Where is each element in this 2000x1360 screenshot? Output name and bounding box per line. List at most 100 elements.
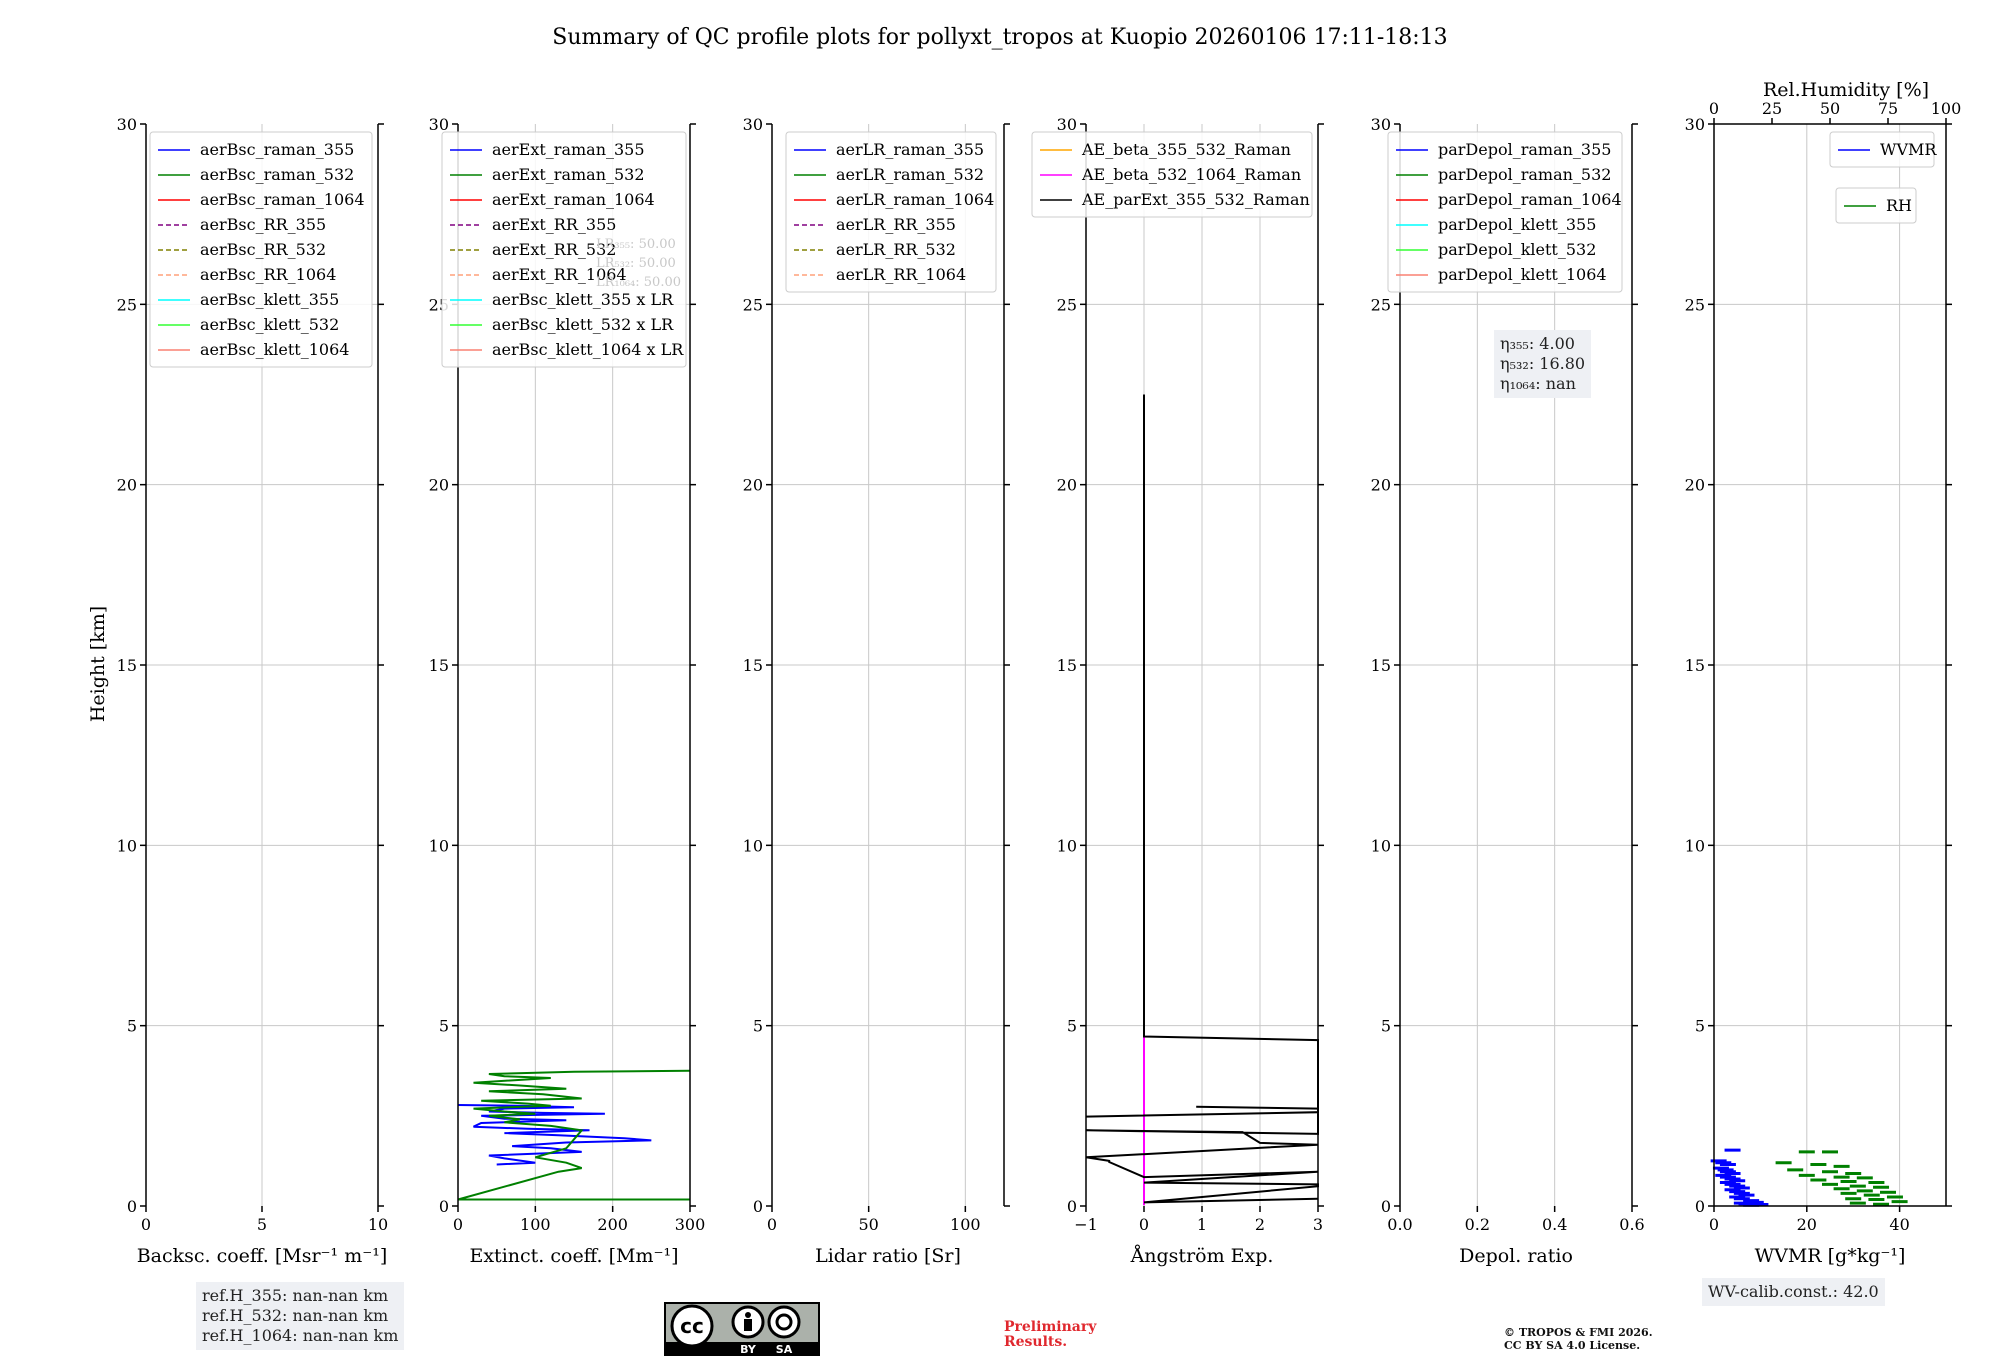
panel-bsc: 0 5 10 15 20 25 30 0 5 10 Backsc. coeff. [Msr⁻¹ m⁻… — [117, 115, 389, 1267]
reference-height-box: ref.H_355: nan-nan km ref.H_532: nan-nan… — [196, 1282, 405, 1350]
x-tick-label: 20 — [1797, 1215, 1817, 1234]
legend-label: aerLR_RR_355 — [836, 215, 956, 234]
y-tick-label: 10 — [429, 836, 449, 855]
series-aerExt_raman_532 — [457, 1069, 691, 1201]
legend-label: parDepol_klett_532 — [1438, 240, 1596, 259]
legend-label: aerLR_raman_532 — [836, 165, 984, 184]
figure-title: Summary of QC profile plots for pollyxt_… — [552, 25, 1447, 50]
x-axis-label-lr: Lidar ratio [Sr] — [815, 1245, 961, 1267]
lr-note: LR₃₅₅: 50.00 — [596, 237, 676, 252]
x-tick-label: 2 — [1255, 1215, 1265, 1234]
panel-lr: 0 5 10 15 20 25 30 0 50 100 Lidar ratio [Sr] aerLR_… — [743, 115, 1010, 1267]
y-tick-label: 15 — [743, 656, 763, 675]
legend-label: aerBsc_RR_355 — [200, 215, 326, 234]
legend-label: aerBsc_klett_532 — [200, 315, 339, 334]
copyright-note: © TROPOS & FMI 2026. CC BY SA 4.0 Licens… — [1504, 1326, 1653, 1352]
legend-label: parDepol_klett_1064 — [1438, 265, 1607, 284]
top-x-tick-label: 0 — [1709, 99, 1719, 118]
cc-by-sa-logo: cc BY SA — [664, 1302, 820, 1356]
x-tick-label: 0 — [767, 1215, 777, 1234]
y-tick-label: 20 — [743, 476, 763, 495]
x-tick-label: 100 — [950, 1215, 981, 1234]
legend-lr — [785, 131, 997, 293]
legend-label: aerBsc_RR_1064 — [200, 265, 336, 284]
y-tick-label: 0 — [1381, 1197, 1391, 1216]
legend-label: aerExt_raman_1064 — [492, 190, 655, 209]
eta-box: η₃₅₅: 4.00 η₅₃₂: 16.80 η₁₀₆₄: nan — [1494, 330, 1592, 398]
legend-label: aerExt_RR_532 — [492, 240, 616, 259]
legend-label: parDepol_raman_532 — [1438, 165, 1611, 184]
x-tick-label: −1 — [1074, 1215, 1098, 1234]
x-axis-label-ext: Extinct. coeff. [Mm⁻¹] — [469, 1245, 678, 1267]
legend-label: RH — [1886, 196, 1912, 215]
y-tick-label: 30 — [743, 115, 763, 134]
preliminary-line-2: Results. — [1004, 1334, 1068, 1350]
legend-label: aerExt_RR_355 — [492, 215, 616, 234]
wv-calib-box: WV-calib.const.: 42.0 — [1702, 1278, 1885, 1306]
y-tick-label: 5 — [1381, 1017, 1391, 1036]
panel-depol: 0 5 10 15 20 25 30 0.0 0.2 0.4 0.6 Depol. ratio parD… — [1371, 115, 1645, 1267]
legend-label: AE_parExt_355_532_Raman — [1081, 190, 1310, 209]
y-tick-label: 10 — [1371, 836, 1391, 855]
x-tick-label: 0.4 — [1542, 1215, 1567, 1234]
legend-depol — [1387, 131, 1623, 293]
legend-label: aerBsc_klett_355 x LR — [492, 290, 674, 309]
legend-label: AE_beta_355_532_Raman — [1081, 140, 1291, 159]
y-tick-label: 10 — [117, 836, 137, 855]
legend-label: parDepol_klett_355 — [1438, 215, 1596, 234]
y-tick-label: 5 — [1067, 1017, 1077, 1036]
y-tick-label: 25 — [1685, 295, 1705, 314]
y-tick-label: 20 — [1685, 476, 1705, 495]
top-x-tick-label: 75 — [1878, 99, 1898, 118]
legend-label: aerLR_RR_1064 — [836, 265, 966, 284]
eta-355: η₃₅₅: 4.00 — [1500, 334, 1575, 353]
y-tick-label: 15 — [429, 656, 449, 675]
y-tick-label: 20 — [1371, 476, 1391, 495]
x-tick-label: 10 — [368, 1215, 388, 1234]
y-tick-label: 15 — [1685, 656, 1705, 675]
lr-note: LR₁₀₆₄: 50.00 — [596, 275, 681, 290]
lr-note: LR₅₃₂: 50.00 — [596, 256, 676, 271]
x-axis-label-ae: Ångström Exp. — [1130, 1245, 1274, 1267]
legend-label: AE_beta_532_1064_Raman — [1081, 165, 1301, 184]
eta-532: η₅₃₂: 16.80 — [1500, 354, 1586, 373]
copyright-line-1: © TROPOS & FMI 2026. — [1504, 1326, 1653, 1339]
ref-h-532: ref.H_532: nan-nan km — [202, 1306, 389, 1325]
x-axis-label-bsc: Backsc. coeff. [Msr⁻¹ m⁻¹] — [137, 1245, 388, 1267]
y-axis-label: Height [km] — [87, 606, 109, 722]
x-tick-label: 0 — [453, 1215, 463, 1234]
y-tick-label: 25 — [1057, 295, 1077, 314]
y-tick-label: 20 — [117, 476, 137, 495]
x-tick-label: 0 — [1709, 1215, 1719, 1234]
x-tick-label: 0.6 — [1619, 1215, 1644, 1234]
y-tick-label: 0 — [439, 1197, 449, 1216]
x-axis-label-wv: WVMR [g*kg⁻¹] — [1755, 1245, 1906, 1267]
y-tick-label: 10 — [1057, 836, 1077, 855]
legend-ae — [1031, 131, 1313, 218]
y-tick-label: 10 — [743, 836, 763, 855]
sa-icon — [767, 1305, 801, 1339]
x-tick-label: 0 — [1139, 1215, 1149, 1234]
legend-label: aerLR_raman_1064 — [836, 190, 994, 209]
y-tick-label: 30 — [1685, 115, 1705, 134]
x-tick-label: 3 — [1313, 1215, 1323, 1234]
x-tick-label: 1 — [1197, 1215, 1207, 1234]
y-tick-label: 25 — [743, 295, 763, 314]
legend-label: aerExt_raman_355 — [492, 140, 645, 159]
x-tick-label: 0 — [141, 1215, 151, 1234]
legend-label: aerBsc_klett_1064 — [200, 340, 349, 359]
y-tick-label: 5 — [439, 1017, 449, 1036]
y-tick-label: 15 — [117, 656, 137, 675]
legend-label: aerBsc_klett_532 x LR — [492, 315, 674, 334]
legend-label: aerBsc_RR_532 — [200, 240, 326, 259]
x-tick-label: 0.0 — [1387, 1215, 1412, 1234]
legend-ext — [441, 131, 687, 368]
x-tick-label: 200 — [597, 1215, 628, 1234]
y-tick-label: 0 — [1067, 1197, 1077, 1216]
y-tick-label: 20 — [1057, 476, 1077, 495]
y-tick-label: 5 — [127, 1017, 137, 1036]
y-tick-label: 0 — [753, 1197, 763, 1216]
top-x-tick-label: 50 — [1820, 99, 1840, 118]
